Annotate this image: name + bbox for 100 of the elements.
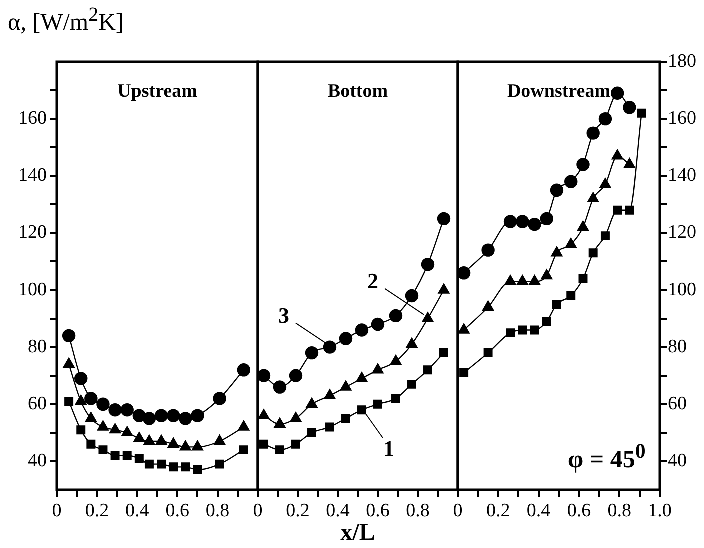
point: [84, 392, 98, 406]
point: [612, 150, 624, 160]
point: [372, 364, 384, 374]
point: [64, 397, 74, 406]
point: [260, 440, 268, 449]
annotation: φ = 45$^{0}$: [568, 439, 646, 474]
point: [374, 400, 382, 409]
point: [518, 326, 528, 335]
point: [97, 420, 110, 431]
point: [169, 462, 178, 472]
point: [63, 358, 75, 368]
point: [623, 101, 636, 114]
y-tick-label: 140: [18, 165, 47, 186]
point: [392, 394, 400, 404]
point: [237, 364, 251, 377]
point: [134, 432, 146, 442]
point: [371, 318, 385, 332]
point: [484, 348, 493, 358]
x-tick-label: 1.0: [648, 500, 672, 522]
point: [191, 409, 204, 422]
point: [588, 192, 600, 203]
y-tick-label: 160: [18, 108, 47, 130]
point: [166, 409, 180, 422]
point: [122, 426, 134, 437]
x-tick-label: 0.6: [166, 500, 190, 522]
point: [214, 434, 226, 446]
point: [565, 238, 577, 248]
point: [600, 178, 612, 188]
point: [292, 440, 300, 449]
series-label: 3: [278, 303, 290, 328]
point: [528, 275, 541, 286]
point: [85, 412, 97, 422]
point: [86, 440, 96, 449]
y2-tick-label: 80: [668, 336, 687, 358]
text: Bottom: [328, 80, 388, 102]
point: [144, 460, 154, 469]
point: [108, 404, 122, 417]
point: [213, 392, 226, 406]
point: [540, 212, 554, 226]
point: [406, 338, 418, 348]
x-tick-label: 0.6: [567, 500, 592, 522]
point: [181, 462, 190, 472]
point: [356, 372, 368, 382]
point: [180, 440, 192, 451]
point: [239, 446, 248, 455]
y-tick-label: 120: [18, 222, 47, 244]
point: [578, 274, 588, 284]
point: [504, 215, 518, 228]
point: [134, 454, 144, 464]
point: [482, 244, 495, 257]
point: [326, 422, 334, 432]
text: Upstream: [118, 80, 198, 102]
x-tick-label: 0: [52, 500, 62, 522]
text: 2: [368, 268, 378, 294]
point: [358, 406, 366, 415]
point: [179, 412, 192, 426]
point: [551, 246, 563, 257]
y2-tick-label: 60: [668, 393, 687, 414]
point: [74, 372, 88, 386]
y2-tick-label: 120: [668, 222, 696, 244]
x-tick-label: 0.2: [286, 500, 310, 522]
point: [437, 212, 451, 226]
point: [458, 266, 471, 280]
point: [550, 184, 564, 197]
point: [586, 126, 600, 140]
point: [289, 369, 303, 382]
x-tick-label: 0.4: [126, 500, 150, 522]
point: [258, 369, 271, 382]
legend-label: 1: [384, 436, 394, 461]
point: [390, 355, 402, 366]
y2-tick-label: 100: [668, 279, 696, 300]
x-tick-label: 0.8: [608, 500, 632, 522]
point: [564, 175, 578, 188]
x-tick-label: 0: [253, 500, 263, 522]
point: [276, 446, 284, 455]
y-tick-label: 40: [28, 450, 47, 472]
point: [530, 326, 540, 335]
point: [342, 414, 350, 424]
x-tick-label: 0.4: [526, 500, 552, 522]
x-tick-label: 0.8: [406, 500, 430, 522]
point: [122, 451, 132, 460]
point: [62, 329, 76, 343]
point: [440, 348, 448, 358]
point: [389, 309, 403, 323]
point: [192, 440, 204, 451]
point: [613, 206, 622, 215]
point: [458, 324, 470, 334]
point: [504, 275, 516, 286]
point: [76, 426, 86, 435]
point: [577, 220, 590, 232]
point: [142, 412, 156, 426]
point: [273, 380, 287, 394]
y-tick-label: 60: [28, 393, 47, 414]
point: [156, 434, 168, 446]
point: [421, 258, 435, 272]
point: [408, 380, 416, 389]
point: [598, 112, 612, 126]
point: [460, 368, 469, 378]
point: [238, 420, 250, 431]
point: [168, 438, 180, 448]
